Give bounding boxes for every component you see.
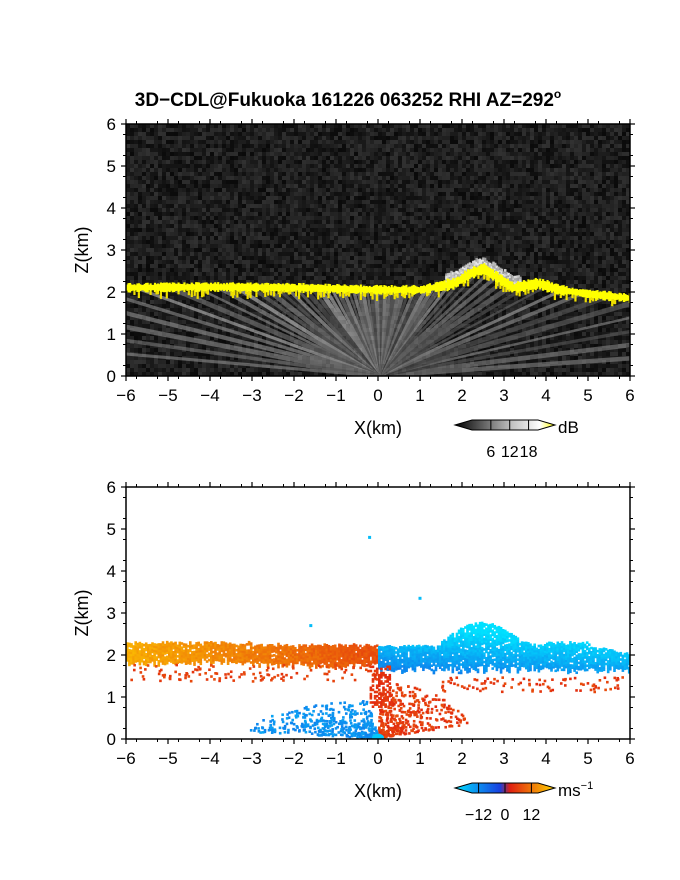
figure-title-text: 3D−CDL@Fukuoka 161226 063252 RHI AZ=292: [135, 90, 554, 111]
degree-superscript: o: [554, 87, 561, 101]
noise-cell: [478, 276, 482, 280]
reflectivity-image: [126, 124, 630, 376]
noise-cell: [474, 276, 478, 280]
figure-title: 3D−CDL@Fukuoka 161226 063252 RHI AZ=292o: [135, 87, 562, 111]
